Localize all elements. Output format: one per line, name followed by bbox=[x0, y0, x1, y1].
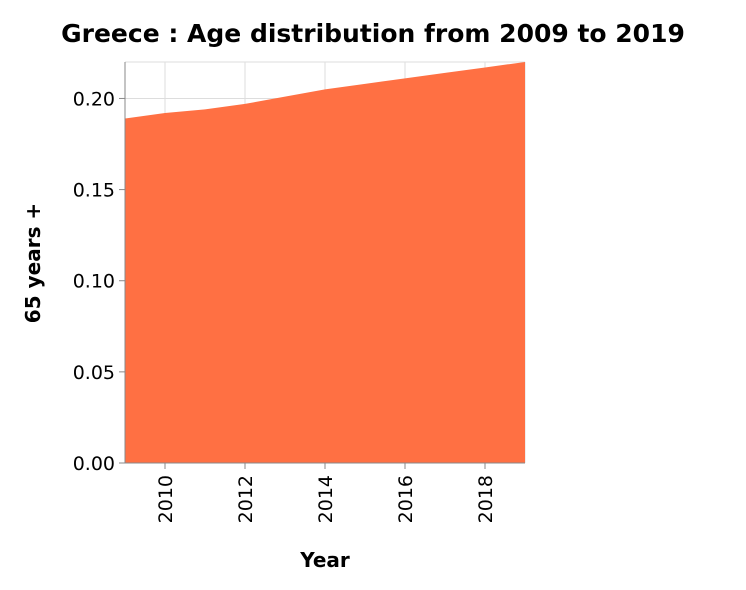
chart-title: Greece : Age distribution from 2009 to 2… bbox=[61, 19, 685, 48]
axes bbox=[119, 62, 525, 469]
y-tick-label: 0.10 bbox=[73, 271, 115, 293]
x-axis-label: Year bbox=[299, 548, 350, 572]
y-tick-label: 0.15 bbox=[73, 180, 115, 202]
x-tick-label: 2010 bbox=[155, 475, 177, 523]
y-tick-label: 0.00 bbox=[73, 453, 115, 475]
y-tick-label: 0.20 bbox=[73, 88, 115, 110]
area-series bbox=[125, 62, 525, 463]
x-tick-label: 2018 bbox=[475, 475, 497, 523]
tick-labels: 2010 2012 2014 2016 2018 0.00 0.05 0.10 0.15 0.20 bbox=[73, 88, 497, 523]
x-tick-label: 2012 bbox=[235, 475, 257, 523]
y-tick-label: 0.05 bbox=[73, 362, 115, 384]
x-tick-label: 2014 bbox=[315, 475, 337, 523]
x-tick-label: 2016 bbox=[395, 475, 417, 523]
y-axis-label: 65 years + bbox=[21, 203, 45, 323]
